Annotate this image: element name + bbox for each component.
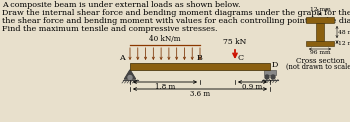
Text: B: B (197, 54, 203, 62)
Text: (not drawn to scale): (not drawn to scale) (286, 63, 350, 71)
Circle shape (265, 75, 269, 79)
Circle shape (128, 76, 132, 80)
Text: 48 mm: 48 mm (338, 30, 350, 35)
Bar (264, 70, 276, 75)
Circle shape (271, 75, 275, 79)
Bar (306, 17, 334, 23)
Text: C: C (237, 54, 243, 62)
Text: 40 kN/m: 40 kN/m (149, 35, 181, 43)
Bar (316, 23, 324, 41)
Text: Cross section: Cross section (295, 57, 344, 65)
Text: A composite beam is under external loads as shown below.: A composite beam is under external loads… (2, 1, 240, 9)
Polygon shape (125, 70, 135, 79)
Text: 75 kN: 75 kN (223, 38, 247, 46)
Text: D: D (272, 61, 278, 69)
Text: 96 mm: 96 mm (310, 50, 330, 55)
Text: 12 mm: 12 mm (338, 41, 350, 46)
Text: 12 mm: 12 mm (310, 7, 330, 12)
Text: the shear force and bending moment with values for each controlling point on the: the shear force and bending moment with … (2, 17, 350, 25)
Text: 3.6 m: 3.6 m (190, 90, 210, 98)
Text: 0.9 m: 0.9 m (242, 83, 262, 91)
Text: Draw the internal shear force and bending moment diagrams under the graph for th: Draw the internal shear force and bendin… (2, 9, 350, 17)
Text: 1.8 m: 1.8 m (155, 83, 175, 91)
Text: A: A (119, 54, 125, 62)
Bar (130, 63, 270, 70)
Bar (306, 41, 334, 46)
Text: Find the maximum tensile and compressive stresses.: Find the maximum tensile and compressive… (2, 25, 217, 33)
